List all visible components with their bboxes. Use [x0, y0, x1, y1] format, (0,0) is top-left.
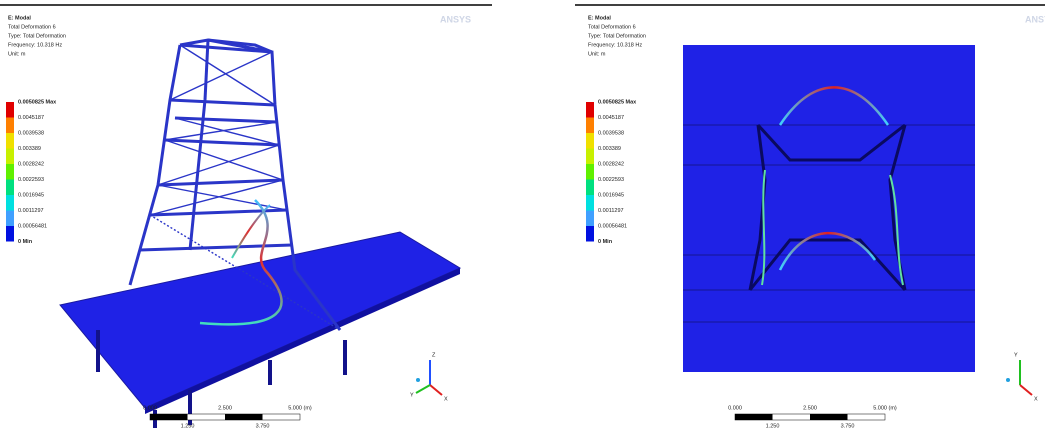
triad-label: Z: [432, 352, 436, 358]
legend-swatch: [586, 164, 594, 180]
header-line: Frequency: 10.318 Hz: [588, 42, 642, 48]
legend-swatch: [586, 179, 594, 195]
legend-label: 0 Min: [598, 239, 613, 245]
triad-origin: [416, 378, 420, 382]
legend-label: 0.0028242: [18, 161, 44, 167]
legend-label: 0.00056481: [598, 223, 627, 229]
header-line: Frequency: 10.318 Hz: [8, 42, 62, 48]
scale-label: 1.250: [181, 423, 195, 429]
legend-swatch: [586, 226, 594, 242]
legend-label: 0.0039538: [18, 130, 44, 136]
triad-axis: [429, 384, 443, 396]
legend-swatch: [6, 226, 14, 242]
triad-label: X: [1034, 396, 1038, 402]
scale-label: 0.000: [143, 405, 157, 411]
legend-swatch: [586, 148, 594, 164]
triad-axis: [1019, 384, 1033, 396]
scale-label: 1.250: [766, 423, 780, 429]
legend-label: 0.0022593: [598, 177, 624, 183]
legend-swatch: [586, 102, 594, 118]
legend-swatch: [6, 133, 14, 149]
triad-origin: [1006, 378, 1010, 382]
legend-swatch: [586, 210, 594, 226]
header-line: Unit: m: [588, 51, 606, 57]
triad-label: Y: [410, 392, 414, 398]
legend-swatch: [6, 179, 14, 195]
legend-swatch: [6, 195, 14, 211]
scale-label: 3.750: [841, 423, 855, 429]
legend-label: 0.0011297: [18, 208, 44, 214]
scale-label: 3.750: [256, 423, 270, 429]
logo: ANSYS: [1025, 14, 1045, 24]
left-viewport: [0, 4, 492, 428]
scale-bar-seg: [150, 414, 188, 420]
legend-label: 0.0016945: [598, 192, 624, 198]
legend-label: 0.0011297: [598, 208, 624, 214]
legend-label: 0.0016945: [18, 192, 44, 198]
legend-swatch: [586, 133, 594, 149]
right-viewport: [575, 4, 1045, 372]
legend-label: 0.0045187: [18, 115, 44, 121]
header-line: Total Deformation 6: [588, 24, 636, 30]
legend-label: 0 Min: [18, 239, 33, 245]
scale-label: 2.500: [218, 405, 232, 411]
legend-swatch: [6, 102, 14, 118]
header-line: E: Modal: [8, 15, 31, 21]
scale-label: 5.000 (m): [873, 405, 897, 411]
header-line: E: Modal: [588, 15, 611, 21]
scale-bar-seg: [735, 414, 773, 420]
header-line: Type: Total Deformation: [8, 33, 66, 39]
scale-label: 2.500: [803, 405, 817, 411]
legend-label: 0.0028242: [598, 161, 624, 167]
legend-label: 0.0022593: [18, 177, 44, 183]
legend-label: 0.0039538: [598, 130, 624, 136]
triad-label: X: [444, 396, 448, 402]
legend-swatch: [6, 210, 14, 226]
legend-swatch: [6, 117, 14, 133]
legend-swatch: [586, 117, 594, 133]
legend-label: 0.003389: [18, 146, 41, 152]
legend-label: 0.0050825 Max: [18, 99, 57, 105]
legend-label: 0.0050825 Max: [598, 99, 637, 105]
legend-swatch: [6, 148, 14, 164]
triad-axis: [415, 384, 431, 394]
legend-label: 0.0045187: [598, 115, 624, 121]
legend-swatch: [6, 164, 14, 180]
scale-bar-seg: [810, 414, 848, 420]
header-line: Type: Total Deformation: [588, 33, 646, 39]
triad-label: Y: [1014, 352, 1018, 358]
scale-label: 0.000: [728, 405, 742, 411]
scale-label: 5.000 (m): [288, 405, 312, 411]
scale-bar-seg: [225, 414, 263, 420]
header-line: Total Deformation 6: [8, 24, 56, 30]
legend-swatch: [586, 195, 594, 211]
logo: ANSYS: [440, 14, 471, 24]
legend-label: 0.00056481: [18, 223, 47, 229]
header-line: Unit: m: [8, 51, 26, 57]
legend-label: 0.003389: [598, 146, 621, 152]
